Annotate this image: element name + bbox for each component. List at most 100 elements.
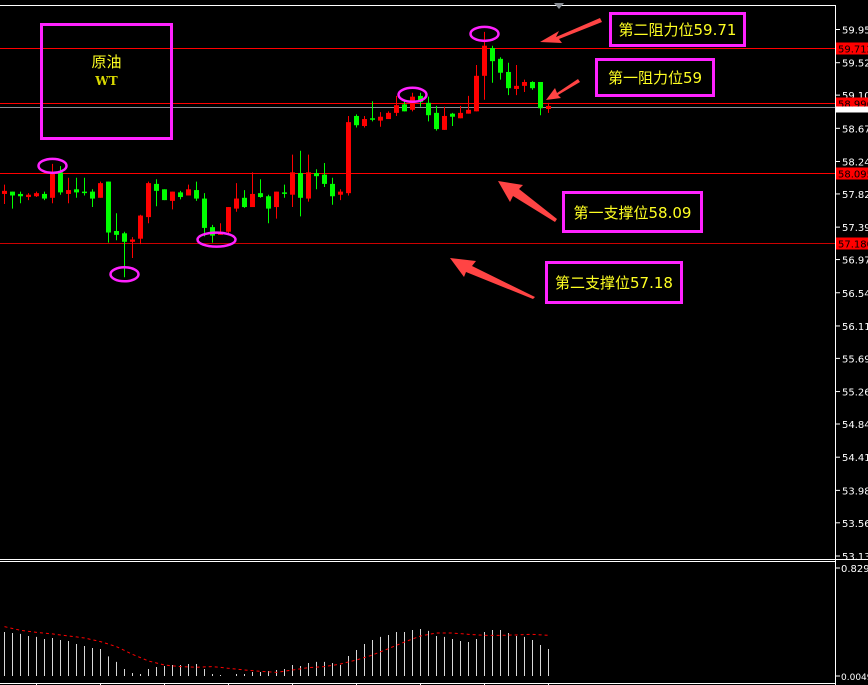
support-1-annotation: 第一支撑位58.09 [562, 191, 703, 233]
candle-body [106, 181, 111, 233]
candle [450, 112, 455, 126]
candle-body [266, 196, 271, 209]
candle-body [58, 172, 63, 193]
candle [202, 193, 207, 237]
candle [74, 177, 79, 198]
candle-body [282, 192, 287, 194]
price-tick-label: 57.820 [842, 190, 868, 201]
candle [474, 65, 479, 112]
candle-body [66, 190, 71, 194]
arrow-icon [546, 79, 580, 100]
candle-body [146, 183, 151, 218]
price-tick-label: 56.540 [842, 289, 868, 300]
candle [114, 213, 119, 241]
candle [378, 112, 383, 127]
candle-body [394, 105, 399, 113]
candle-body [34, 193, 39, 197]
candle-body [378, 116, 383, 121]
candle-body [314, 173, 319, 177]
candle [194, 181, 199, 201]
highlight-ellipse [37, 157, 68, 175]
candle-body [546, 105, 551, 110]
candle [26, 193, 31, 201]
highlight-ellipse [397, 86, 428, 104]
candle [34, 191, 39, 198]
candle-body [442, 115, 447, 130]
candle-body [482, 45, 487, 76]
candle-body [538, 81, 543, 109]
candle [186, 184, 191, 196]
candle [154, 179, 159, 207]
candle-body [186, 189, 191, 196]
indicator-pane: 0.8292 0.00498 [4, 564, 868, 683]
candle-body [162, 189, 167, 201]
candle-body [50, 172, 55, 198]
candle [330, 177, 335, 205]
candle [82, 177, 87, 196]
arrow-icon [498, 181, 557, 222]
candle [434, 105, 439, 131]
candle [506, 62, 511, 96]
price-tick-label: 56.970 [842, 256, 868, 267]
candle [90, 189, 95, 208]
candle [466, 95, 471, 114]
candle-body [458, 112, 463, 119]
candle-body [338, 191, 343, 195]
candle [130, 237, 135, 259]
price-axis: 59.950 59.520 59.100 58.670 58.240 57.820 57.3… [835, 26, 868, 563]
candle-body [26, 194, 31, 198]
level-price-label: 59.712 [838, 45, 868, 56]
price-tick-label: 59.950 [842, 26, 868, 37]
indicator-min-label: 0.00498 [841, 673, 868, 683]
candle [2, 184, 7, 204]
candle [386, 111, 391, 120]
arrow-icon [540, 18, 602, 43]
candle-body [506, 71, 511, 89]
arrow-icon [450, 258, 535, 299]
level-price-label: 58.095 [838, 170, 868, 181]
candle-body [290, 172, 295, 195]
chart-shift-marker[interactable] [554, 3, 564, 9]
candle-body [18, 193, 23, 197]
highlight-ellipse [469, 25, 500, 43]
candle-body [138, 215, 143, 239]
level-price-label: 58.996 [838, 100, 868, 111]
candle-body [170, 191, 175, 201]
candle [514, 65, 519, 96]
candle [146, 181, 151, 224]
price-tick-label: 57.390 [842, 223, 868, 234]
price-tick-label: 53.980 [842, 486, 868, 497]
candle-body [330, 183, 335, 197]
candle-body [10, 191, 15, 196]
candle-body [226, 207, 231, 232]
candle [178, 190, 183, 200]
candle [426, 96, 431, 122]
highlight-ellipses [37, 25, 500, 283]
candle [442, 106, 447, 130]
price-tick-label: 58.670 [842, 124, 868, 135]
candle [66, 177, 71, 204]
candle [282, 184, 287, 198]
candle-body [474, 75, 479, 112]
highlight-ellipse [109, 266, 140, 283]
candle-body [202, 198, 207, 228]
candle-body [250, 193, 255, 208]
candle-body [498, 58, 503, 73]
candle [370, 101, 375, 122]
candle [138, 214, 143, 245]
candle [290, 154, 295, 208]
candle-body [82, 191, 87, 194]
candle-body [234, 198, 239, 209]
candle-body [306, 172, 311, 199]
candle [530, 81, 535, 90]
candle [170, 191, 175, 210]
annotation-arrows [450, 18, 602, 299]
candle [122, 231, 127, 278]
candle-body [210, 227, 215, 236]
candle-body [362, 119, 367, 126]
candle [346, 115, 351, 196]
price-tick-label: 55.260 [842, 388, 868, 399]
resistance-2-annotation: 第二阻力位59.71 [609, 12, 746, 47]
candle [10, 191, 15, 209]
